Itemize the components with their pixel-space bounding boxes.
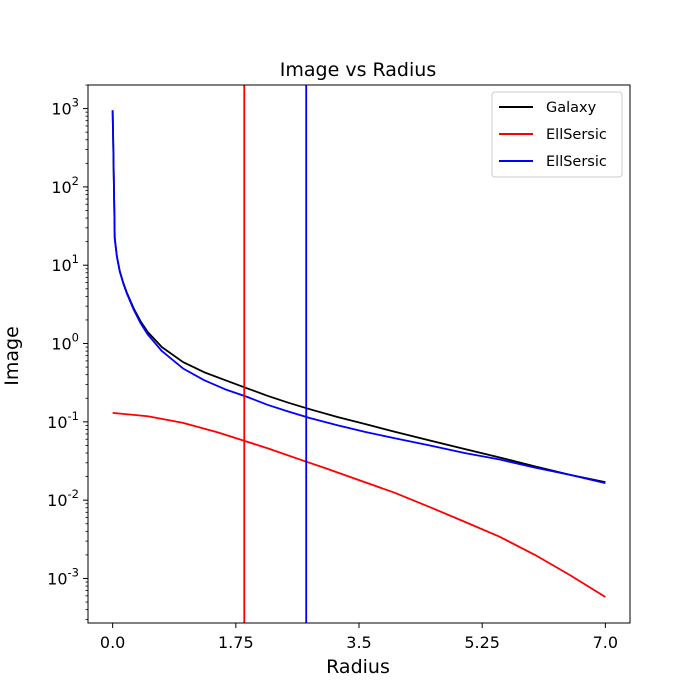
x-tick-label: 7.0 <box>593 633 618 652</box>
x-tick-label: 3.5 <box>346 633 371 652</box>
chart-title: Image vs Radius <box>280 59 436 81</box>
x-tick-label: 1.75 <box>218 633 254 652</box>
vline-layer <box>243 85 308 623</box>
series-line-2 <box>111 110 606 484</box>
x-axis-label: Radius <box>326 656 390 678</box>
x-tick-label: 5.25 <box>464 633 500 652</box>
legend-label-1: EllSersic <box>546 127 607 143</box>
series-layer <box>111 110 606 598</box>
x-tick-label: 0.0 <box>100 633 125 652</box>
x-ticks: 0.0 1.75 3.5 5.25 7.0 <box>100 623 618 652</box>
legend: Galaxy EllSersic EllSersic <box>491 91 623 178</box>
series-line-1 <box>112 412 606 598</box>
legend-box <box>491 91 623 178</box>
y-axis-label: Image <box>1 326 23 386</box>
legend-label-0: Galaxy <box>546 100 597 116</box>
legend-label-2: EllSersic <box>546 154 607 170</box>
